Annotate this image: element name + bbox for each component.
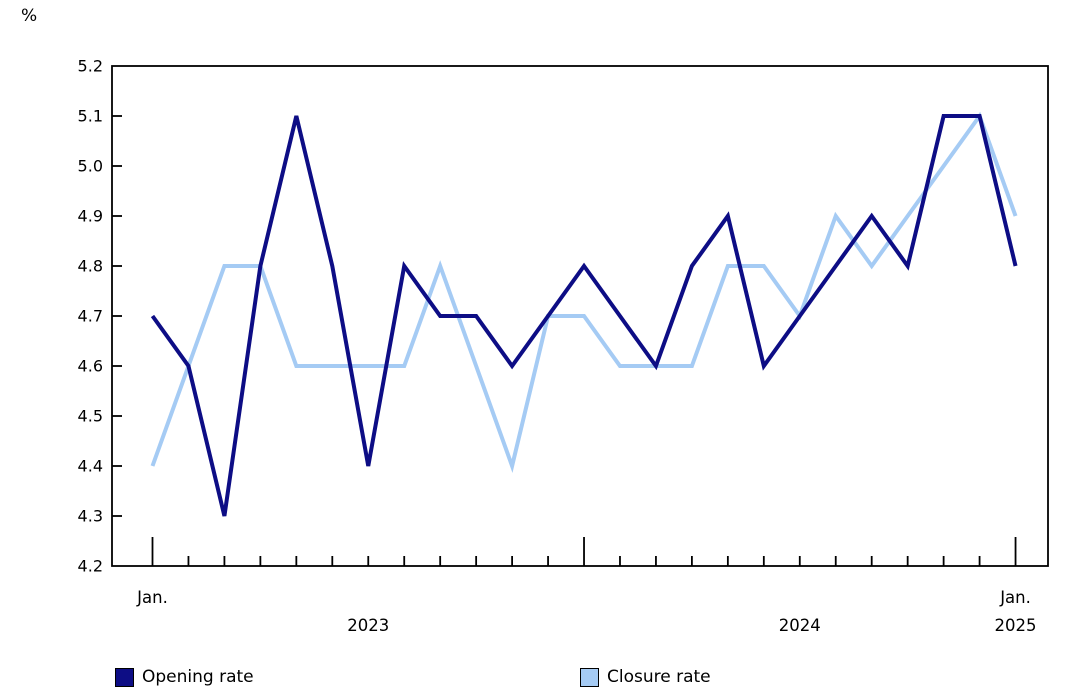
series-line-opening-rate bbox=[150, 114, 1018, 517]
legend-label-opening-rate: Opening rate bbox=[142, 667, 254, 687]
y-tick-label: 4.4 bbox=[78, 457, 103, 476]
legend-item-closure-rate: Closure rate bbox=[580, 667, 711, 687]
x-axis-label: 2024 bbox=[779, 616, 821, 635]
x-axis-label: 2025 bbox=[995, 616, 1037, 635]
y-tick-label: 4.3 bbox=[78, 507, 103, 526]
y-tick-label: 4.9 bbox=[78, 207, 103, 226]
legend-item-opening-rate: Opening rate bbox=[115, 667, 254, 687]
y-tick-label: 4.6 bbox=[78, 357, 103, 376]
y-axis-unit-label: % bbox=[21, 6, 38, 26]
x-axis-label: 2023 bbox=[347, 616, 389, 635]
x-axis-label: Jan. bbox=[136, 588, 168, 607]
series-line-closure-rate bbox=[150, 111, 1018, 473]
legend-swatch-opening-rate bbox=[115, 667, 134, 687]
y-tick-label: 5.2 bbox=[78, 57, 103, 76]
x-axis-label: Jan. bbox=[999, 588, 1031, 607]
y-tick-label: 5.1 bbox=[78, 107, 103, 126]
legend-swatch-closure-rate bbox=[580, 667, 599, 687]
y-tick-label: 4.2 bbox=[78, 557, 103, 576]
y-tick-label: 4.5 bbox=[78, 407, 103, 426]
y-tick-label: 4.7 bbox=[78, 307, 103, 326]
y-tick-label: 5.0 bbox=[78, 157, 103, 176]
legend-label-closure-rate: Closure rate bbox=[607, 667, 711, 687]
y-tick-label: 4.8 bbox=[78, 257, 103, 276]
